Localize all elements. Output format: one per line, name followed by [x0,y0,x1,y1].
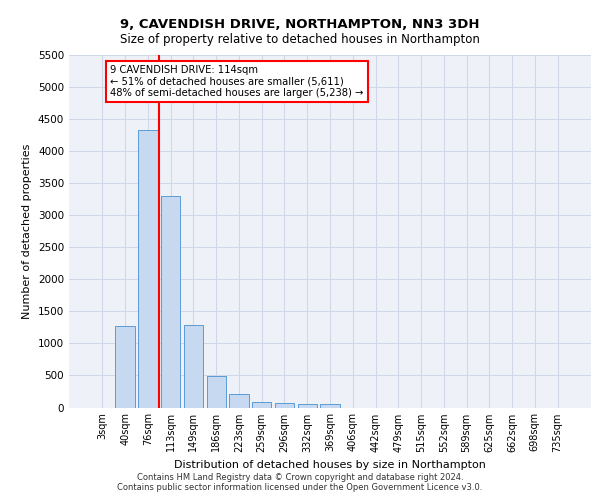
Bar [229,394,248,407]
X-axis label: Distribution of detached houses by size in Northampton: Distribution of detached houses by size … [174,460,486,470]
Text: 9, CAVENDISH DRIVE, NORTHAMPTON, NN3 3DH: 9, CAVENDISH DRIVE, NORTHAMPTON, NN3 3DH [120,18,480,30]
Bar [275,403,294,407]
Bar [298,404,317,407]
Bar [115,326,135,407]
Bar [206,376,226,408]
Bar [252,402,271,407]
Bar [320,404,340,407]
Bar [184,325,203,407]
Text: Size of property relative to detached houses in Northampton: Size of property relative to detached ho… [120,32,480,46]
Y-axis label: Number of detached properties: Number of detached properties [22,144,32,319]
Bar [138,130,158,407]
Bar [161,196,181,408]
Text: 9 CAVENDISH DRIVE: 114sqm
← 51% of detached houses are smaller (5,611)
48% of se: 9 CAVENDISH DRIVE: 114sqm ← 51% of detac… [110,64,364,98]
Text: Contains HM Land Registry data © Crown copyright and database right 2024.
Contai: Contains HM Land Registry data © Crown c… [118,473,482,492]
